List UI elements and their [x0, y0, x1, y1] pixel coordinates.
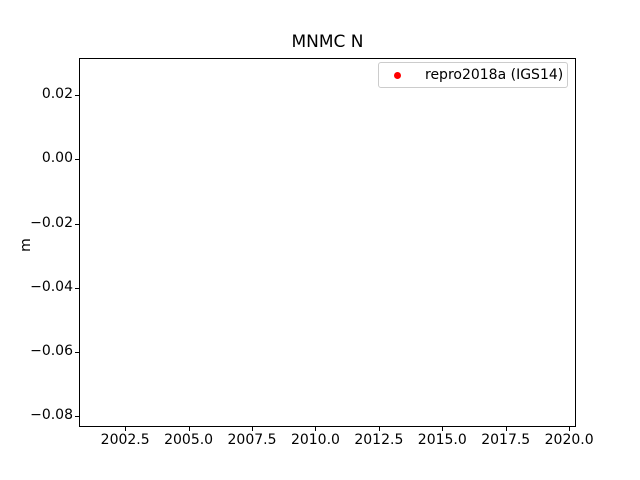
y-tick-mark — [75, 351, 79, 353]
x-tick-label: 2007.5 — [227, 432, 277, 448]
plot-frame — [79, 58, 576, 427]
x-tick-label: 2020.0 — [544, 432, 594, 448]
x-tick-label: 2012.5 — [354, 432, 404, 448]
y-tick-label: 0.00 — [41, 150, 73, 167]
x-tick-mark — [442, 427, 444, 431]
x-tick-label: 2015.0 — [417, 432, 467, 448]
x-tick-label: 2002.5 — [100, 432, 150, 448]
y-tick-mark — [75, 223, 79, 225]
chart-title: MNMC N — [291, 32, 364, 52]
x-tick-mark — [188, 427, 190, 431]
y-tick-label: −0.02 — [30, 214, 73, 231]
y-tick-label: 0.02 — [41, 86, 73, 103]
legend-label: repro2018a (IGS14) — [425, 67, 564, 83]
x-tick-mark — [505, 427, 507, 431]
y-tick-label: −0.04 — [30, 278, 73, 295]
red-dot-icon — [394, 71, 401, 79]
x-tick-mark — [252, 427, 254, 431]
y-tick-label: −0.08 — [30, 407, 73, 424]
y-tick-mark — [75, 416, 79, 418]
x-tick-label: 2017.5 — [481, 432, 531, 448]
y-tick-mark — [75, 159, 79, 161]
x-tick-mark — [125, 427, 127, 431]
legend: repro2018a (IGS14) — [378, 62, 568, 88]
y-axis-label: m — [18, 238, 34, 252]
x-tick-mark — [315, 427, 317, 431]
x-tick-mark — [569, 427, 571, 431]
x-tick-label: 2005.0 — [164, 432, 214, 448]
y-tick-label: −0.06 — [30, 342, 73, 359]
x-tick-mark — [378, 427, 380, 431]
y-tick-mark — [75, 95, 79, 97]
x-tick-label: 2010.0 — [290, 432, 340, 448]
y-tick-mark — [75, 287, 79, 289]
